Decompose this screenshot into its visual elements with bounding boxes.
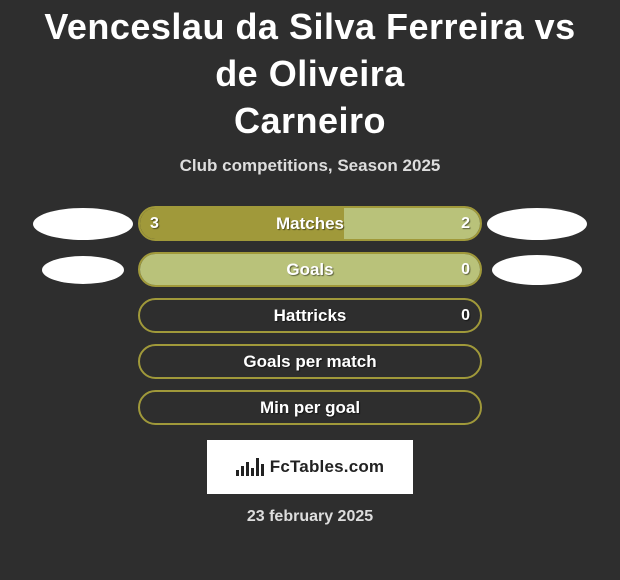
brand-text: FcTables.com	[270, 457, 385, 477]
subtitle: Club competitions, Season 2025	[0, 156, 620, 176]
stat-bar: Goals per match	[138, 344, 482, 379]
stat-bar: 32Matches	[138, 206, 482, 241]
stat-row: 32Matches	[0, 206, 620, 241]
bar-label: Matches	[140, 214, 480, 234]
stat-row: 0Hattricks	[0, 298, 620, 333]
barchart-icon	[236, 458, 264, 476]
stat-row: 0Goals	[0, 252, 620, 287]
left-avatar-holder	[28, 256, 138, 284]
right-avatar-holder	[482, 255, 592, 285]
stat-bar: 0Hattricks	[138, 298, 482, 333]
bar-label: Min per goal	[140, 398, 480, 418]
page-title: Venceslau da Silva Ferreira vs de Olivei…	[0, 4, 620, 144]
stat-bar: 0Goals	[138, 252, 482, 287]
date-text: 23 february 2025	[0, 508, 620, 526]
player-right-avatar	[487, 208, 587, 240]
title-line-1: Venceslau da Silva Ferreira vs de Olivei…	[44, 6, 575, 94]
comparison-infographic: Venceslau da Silva Ferreira vs de Olivei…	[0, 0, 620, 580]
bar-label: Hattricks	[140, 306, 480, 326]
stats-block: 32Matches 0Goals 0Hattricks Goals per match…	[0, 206, 620, 425]
stat-row: Goals per match	[0, 344, 620, 379]
stat-row: Min per goal	[0, 390, 620, 425]
player-left-avatar	[33, 208, 133, 240]
right-avatar-holder	[482, 208, 592, 240]
title-line-2: Carneiro	[234, 100, 386, 141]
player-right-avatar	[492, 255, 582, 285]
bar-label: Goals	[140, 260, 480, 280]
brand-badge: FcTables.com	[207, 440, 413, 494]
player-left-avatar	[42, 256, 124, 284]
left-avatar-holder	[28, 208, 138, 240]
stat-bar: Min per goal	[138, 390, 482, 425]
bar-label: Goals per match	[140, 352, 480, 372]
